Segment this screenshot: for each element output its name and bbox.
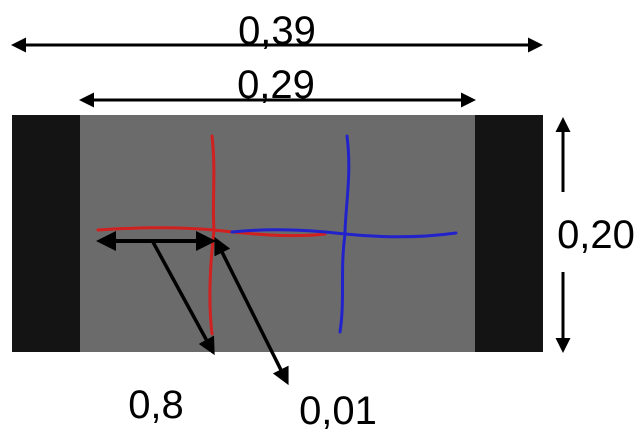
inner-width-label: 0,29 xyxy=(237,63,315,107)
red-cross-marker xyxy=(96,134,327,336)
blue-cross-marker xyxy=(230,134,458,334)
component-body xyxy=(80,115,475,352)
marker-offset-leader xyxy=(214,236,289,386)
right-end-cap xyxy=(475,115,543,352)
marker-length-label: 0,8 xyxy=(128,383,184,427)
height-label: 0,20 xyxy=(557,213,635,257)
marker-length-leader xyxy=(151,241,215,356)
total-width-label: 0,39 xyxy=(238,9,316,53)
marker-offset-label: 0,01 xyxy=(299,389,377,433)
left-end-cap xyxy=(12,115,80,352)
